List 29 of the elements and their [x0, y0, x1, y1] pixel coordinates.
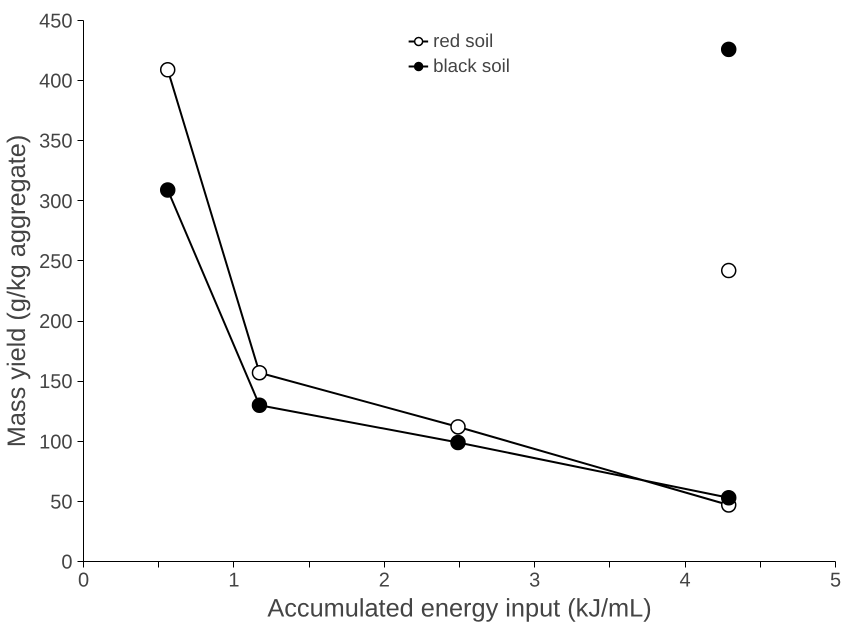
x-tick-label: 5: [830, 570, 842, 592]
y-tick-label: 50: [50, 491, 73, 514]
x-tick-label: 4: [680, 570, 691, 592]
point: [720, 262, 736, 278]
y-tick-label: 250: [39, 250, 73, 273]
point: [450, 419, 466, 435]
x-tick-label: 0: [78, 570, 90, 592]
point: [160, 62, 176, 78]
y-tick-label: 150: [39, 371, 73, 394]
y-tick-label: 200: [39, 311, 73, 334]
x-tick-label: 3: [529, 570, 540, 592]
x-tick-label: 2: [378, 570, 390, 592]
y-tick-label: 400: [39, 70, 73, 93]
y-tick-label: 100: [39, 431, 73, 454]
legend-label: black soil: [433, 55, 510, 77]
y-tick-label: 300: [39, 190, 73, 213]
point: [160, 182, 176, 198]
y-tick-label: 0: [61, 552, 72, 574]
y-tick-label: 350: [39, 130, 73, 153]
y-tick-label: 450: [39, 10, 73, 32]
point: [252, 397, 268, 413]
y-axis-title: Mass yield (g/kg aggregate): [3, 134, 32, 448]
point: [450, 434, 466, 450]
point: [720, 490, 736, 506]
point: [252, 365, 268, 380]
legend-label: red soil: [433, 30, 494, 52]
x-tick-label: 1: [228, 570, 240, 592]
x-axis-title: Accumulated energy input (kJ/mL): [267, 594, 652, 622]
point: [720, 42, 736, 58]
